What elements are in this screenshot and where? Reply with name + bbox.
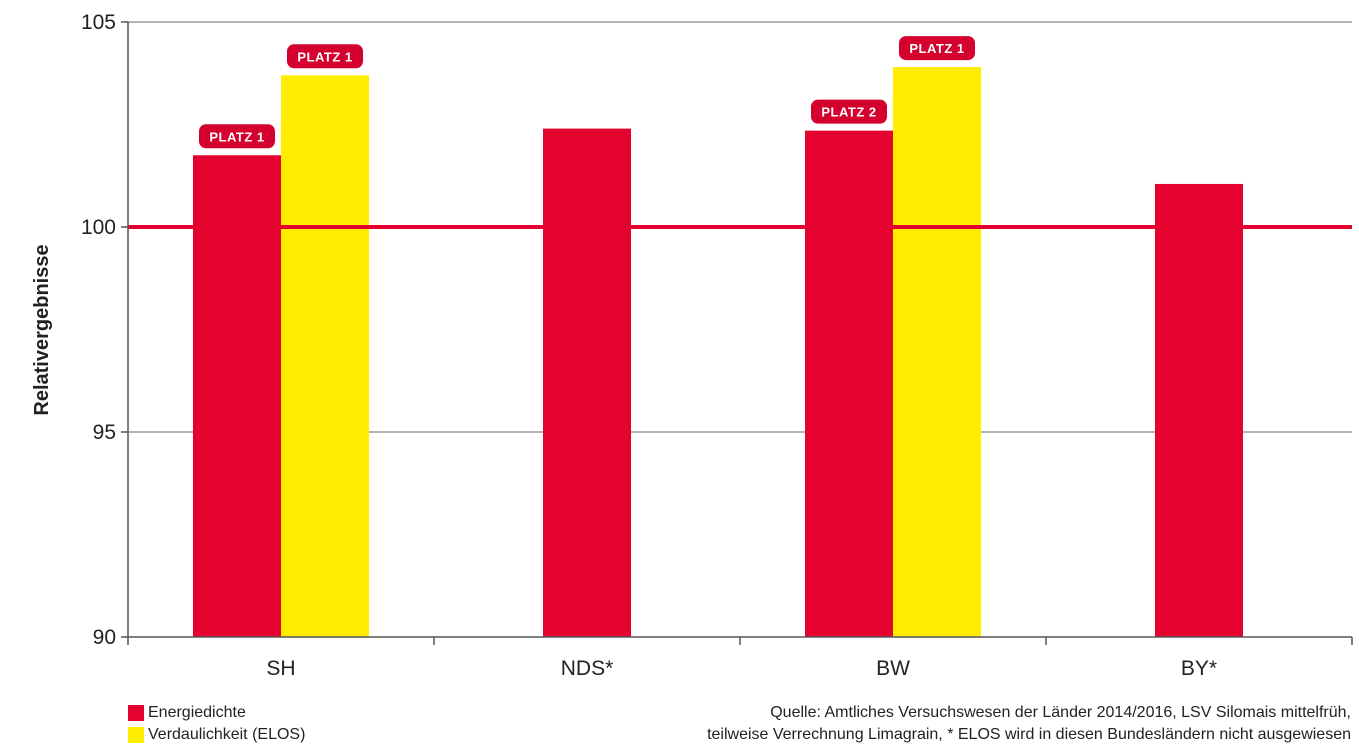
x-tick-label: BW — [876, 657, 910, 680]
legend-swatch-verdaulichkeit — [128, 727, 144, 743]
bar-energiedichte-bw — [805, 130, 893, 637]
bar-energiedichte-by — [1155, 183, 1243, 637]
y-tick-label: 90 — [93, 626, 116, 649]
source-note: Quelle: Amtliches Versuchswesen der Länd… — [707, 702, 1351, 746]
y-axis-label: Relativergebnisse — [31, 244, 53, 415]
bar-verdaulichkeit-elos--bw — [893, 67, 981, 638]
source-line-1: Quelle: Amtliches Versuchswesen der Länd… — [770, 704, 1351, 721]
y-tick-label: 100 — [81, 216, 116, 239]
axes: 90 95 100 105 SH NDS* BW BY* — [81, 11, 1353, 680]
legend-item-verdaulichkeit: Verdaulichkeit (ELOS) — [128, 724, 305, 746]
platz-badge — [811, 99, 887, 124]
x-tick-label: NDS* — [561, 657, 614, 680]
legend-label-energiedichte: Energiedichte — [148, 704, 246, 721]
source-line-2: teilweise Verrechnung Limagrain, * ELOS … — [707, 726, 1351, 743]
y-tick-label: 105 — [81, 11, 116, 34]
annotation-badges: PLATZ 1 PLATZ 1 PLATZ 2 PLATZ 1 — [199, 36, 975, 149]
x-tick-label: SH — [266, 657, 295, 680]
platz-badge-label: PLATZ 1 — [297, 49, 352, 64]
bar-energiedichte-nds — [543, 128, 631, 637]
legend-item-energiedichte: Energiedichte — [128, 702, 305, 724]
bar-energiedichte-sh — [193, 155, 281, 637]
platz-badge-label: PLATZ 1 — [909, 41, 964, 56]
x-tick-label: BY* — [1181, 657, 1217, 680]
bars — [193, 67, 1243, 638]
legend-swatch-energiedichte — [128, 705, 144, 721]
platz-badge — [899, 36, 975, 61]
legend: Energiedichte Verdaulichkeit (ELOS) — [128, 702, 305, 746]
platz-badge-label: PLATZ 2 — [821, 105, 876, 120]
platz-badge-label: PLATZ 1 — [209, 129, 264, 144]
platz-badge — [287, 44, 363, 69]
legend-label-verdaulichkeit: Verdaulichkeit (ELOS) — [148, 726, 306, 743]
y-tick-label: 95 — [93, 421, 116, 444]
platz-badge — [199, 124, 275, 149]
bar-verdaulichkeit-elos--sh — [281, 75, 369, 638]
